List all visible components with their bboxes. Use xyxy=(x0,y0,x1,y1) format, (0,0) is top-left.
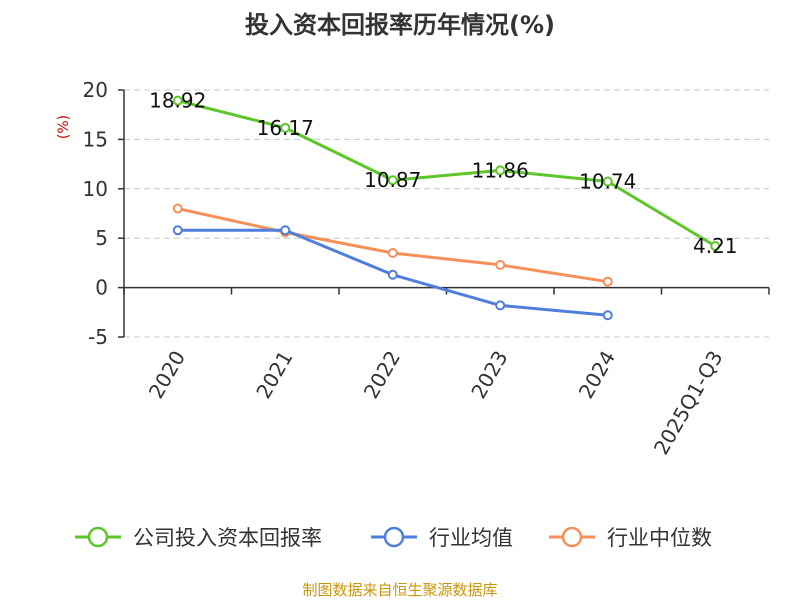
data-point xyxy=(172,225,183,236)
series-lines xyxy=(172,95,721,321)
data-label: 16.17 xyxy=(257,116,314,140)
legend-marker-icon xyxy=(87,526,109,548)
y-tick-label: 5 xyxy=(95,226,108,250)
data-label: 4.21 xyxy=(693,234,738,258)
x-tick-labels: 2020 2021 2022 2023 2024 2025Q1-Q3 xyxy=(144,347,728,459)
data-point xyxy=(710,241,721,252)
data-label: 10.87 xyxy=(364,168,421,192)
y-axis-label: (%) xyxy=(56,115,72,139)
data-point xyxy=(495,300,506,311)
data-point xyxy=(280,225,291,236)
x-tick-label: 2021 xyxy=(251,347,297,403)
legend-label: 行业均值 xyxy=(429,526,513,550)
data-point xyxy=(602,176,613,187)
y-tick-label: 15 xyxy=(83,127,108,151)
y-tick-label: 20 xyxy=(83,78,108,102)
data-point xyxy=(387,269,398,280)
axes xyxy=(118,89,770,338)
data-point xyxy=(602,310,613,321)
x-tick-label: 2025Q1-Q3 xyxy=(649,347,728,459)
legend: 公司投入资本回报率 行业均值 行业中位数 xyxy=(75,526,712,550)
source-note: 制图数据来自恒生聚源数据库 xyxy=(302,581,497,599)
x-tick-label: 2020 xyxy=(144,347,190,403)
legend-label: 公司投入资本回报率 xyxy=(133,526,322,550)
data-point xyxy=(602,276,613,287)
data-point xyxy=(495,165,506,176)
data-label: 10.74 xyxy=(579,169,636,193)
x-tick-label: 2023 xyxy=(466,347,512,403)
legend-label: 行业中位数 xyxy=(607,526,712,550)
legend-marker-icon xyxy=(383,526,405,548)
x-tick-label: 2022 xyxy=(359,347,405,403)
data-point xyxy=(172,203,183,214)
y-tick-label: -5 xyxy=(88,325,108,349)
y-tick-labels: 20 15 10 5 0 -5 xyxy=(83,78,108,349)
y-tick-label: 0 xyxy=(95,276,108,300)
data-point xyxy=(172,95,183,106)
y-tick-label: 10 xyxy=(83,177,108,201)
gridlines xyxy=(124,89,769,338)
x-tick-label: 2024 xyxy=(574,347,620,403)
chart-title: 投入资本回报率历年情况(%) xyxy=(245,11,555,39)
data-point xyxy=(495,259,506,270)
data-point xyxy=(387,175,398,186)
data-label: 18.92 xyxy=(149,89,206,113)
data-point xyxy=(387,248,398,259)
data-label: 11.86 xyxy=(472,158,529,182)
data-point xyxy=(280,122,291,133)
legend-marker-icon xyxy=(561,526,583,548)
data-labels: 18.92 16.17 10.87 11.86 10.74 4.21 xyxy=(149,89,737,258)
series-line-0 xyxy=(177,99,717,248)
